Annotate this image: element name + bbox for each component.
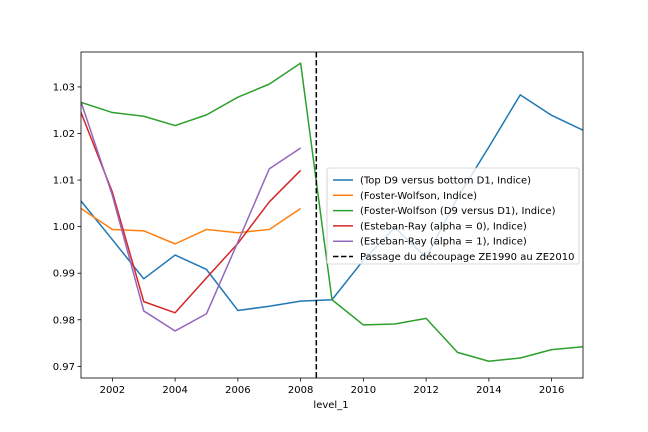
legend-label: (Esteban-Ray (alpha = 0), Indice) [360,221,527,232]
y-tick-label: 1.02 [53,129,75,140]
series-line-2 [81,207,302,245]
y-tick-label: 1.00 [53,222,75,233]
x-tick-label: 2004 [162,385,187,396]
x-tick-label: 2012 [413,385,438,396]
x-tick-label: 2016 [539,385,564,396]
y-tick-label: 1.03 [53,82,75,93]
y-tick-label: 0.98 [53,315,75,326]
legend-label: (Top D9 versus bottom D1, Indice) [360,176,531,187]
series-line-4 [81,112,302,314]
x-tick-label: 2010 [351,385,376,396]
x-tick-label: 2008 [288,385,313,396]
y-tick-label: 1.01 [53,176,75,187]
legend-label: Passage du découpage ZE1990 au ZE2010 [360,251,574,263]
x-tick-label: 2002 [100,385,125,396]
legend-label: (Esteban-Ray (alpha = 1), Indice) [360,237,527,248]
legend-box [326,167,580,265]
x-axis-label: level_1 [313,400,348,411]
legend-label: (Foster-Wolfson (D9 versus D1), Indice) [360,206,556,217]
y-tick-label: 0.99 [53,269,75,280]
x-tick-label: 2014 [476,385,501,396]
legend: (Top D9 versus bottom D1, Indice) (Foster… [326,167,580,265]
series-line-5 [81,101,302,332]
legend-label: (Foster-Wolfson, Indice) [360,191,477,202]
x-tick-label: 2006 [225,385,250,396]
y-tick-label: 0.97 [53,362,75,373]
plot-area [81,52,583,378]
axes-frame [80,51,584,379]
axes: 2002 2004 2006 2008 2010 2012 2014 2016 0.97 0.98… [53,51,584,396]
